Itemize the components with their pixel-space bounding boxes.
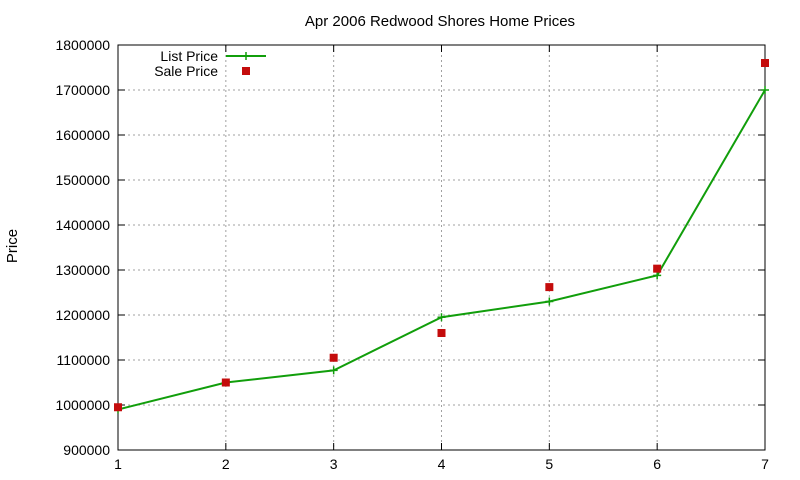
legend-label: Sale Price — [154, 63, 218, 79]
y-axis-title: Price — [4, 229, 21, 263]
legend-label: List Price — [160, 48, 218, 64]
sale-price-point — [329, 353, 338, 362]
x-tick-label: 3 — [330, 456, 338, 472]
x-tick-label: 4 — [438, 456, 446, 472]
y-tick-label: 1300000 — [55, 262, 110, 278]
y-tick-label: 1500000 — [55, 172, 110, 188]
chart-title: Apr 2006 Redwood Shores Home Prices — [305, 13, 575, 30]
x-tick-label: 5 — [545, 456, 553, 472]
y-tick-label: 1100000 — [57, 352, 111, 368]
y-tick-label: 900000 — [63, 442, 110, 458]
y-tick-label: 1400000 — [55, 217, 110, 233]
list-price-point — [545, 297, 554, 306]
y-tick-label: 1700000 — [55, 82, 110, 98]
plot-frame — [117, 44, 766, 451]
x-tick-label: 2 — [222, 456, 230, 472]
list-price-point — [653, 271, 662, 280]
sale-price-point — [653, 264, 662, 273]
sale-price-point — [221, 378, 230, 387]
x-tick-label: 7 — [761, 456, 769, 472]
grid-lines — [118, 45, 765, 450]
legend-square-marker — [242, 67, 250, 75]
sale-price-point — [114, 403, 122, 412]
axis-ticks: 900000 1000000 1100000 1200000 1300000 140000… — [55, 37, 769, 472]
y-tick-label: 1200000 — [55, 307, 110, 323]
y-tick-label: 1000000 — [55, 397, 110, 413]
x-tick-label: 1 — [114, 456, 122, 472]
series-layer — [114, 59, 769, 414]
x-tick-label: 6 — [653, 456, 661, 472]
y-tick-label: 1600000 — [55, 127, 110, 143]
sale-price-point — [761, 59, 769, 67]
sale-price-point — [437, 329, 446, 337]
list-price-point — [329, 366, 338, 375]
y-tick-label: 1800000 — [55, 37, 110, 53]
list-price-point — [761, 86, 769, 94]
legend-plus-marker — [242, 52, 250, 60]
sale-price-point — [545, 283, 554, 292]
list-price-point — [437, 313, 446, 322]
